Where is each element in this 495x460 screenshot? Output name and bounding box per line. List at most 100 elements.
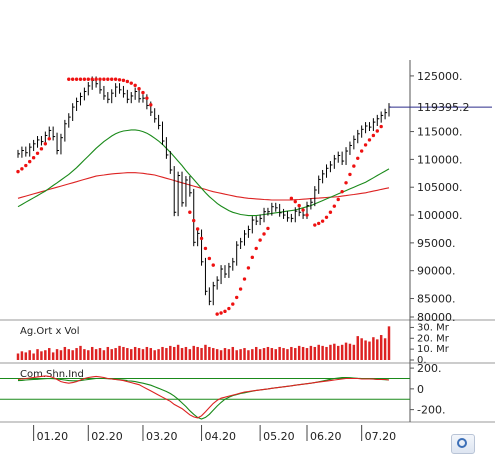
volume-bar [321,345,324,360]
volume-bar [254,346,258,360]
psar-dot [379,124,383,129]
volume-tick-label: 20. Mr [417,333,450,344]
volume-bar [243,348,246,360]
psar-dot [28,159,32,164]
psar-dot [192,218,196,223]
ma-short-line [17,129,390,217]
volume-bar [262,348,266,360]
price-tick-label: 110000. [417,153,463,166]
x-tick-label: 07.20 [365,430,397,443]
volume-bar [372,337,375,360]
volume-bar [344,342,348,360]
volume-bar [20,351,24,360]
psar-dot [227,306,231,311]
volume-bar [83,349,86,360]
psar-dot [141,90,145,95]
volume-tick-label: 0. [417,355,427,366]
settings-button[interactable] [451,434,475,454]
oscillator-title: Com.Shn.Ind [20,369,84,380]
volume-bar [55,349,59,360]
psar-dot [258,238,262,242]
volume-bar [98,348,102,360]
volume-bar [169,345,172,360]
psar-dot [145,96,149,100]
volume-bar [28,350,31,360]
volume-bar [114,348,117,360]
psar-dot [86,77,90,81]
price-tick-label: 125000. [417,70,463,83]
psar-dot [246,266,251,270]
psar-dot [297,203,301,208]
volume-bar [227,349,231,360]
psar-dot [348,172,352,177]
psar-dot [98,77,102,81]
psar-dot [35,151,40,155]
volume-bar [192,345,195,360]
volume-bar [383,338,387,360]
volume-bar [231,346,235,360]
volume-bar [290,346,293,360]
psar-dot [234,295,239,300]
psar-dot [313,223,317,227]
volume-bar [59,350,63,360]
psar-dot [340,189,344,194]
volume-bar [172,346,176,360]
volume-bar [184,346,188,360]
volume-bar [87,350,90,360]
volume-bar [75,348,78,360]
volume-bar [239,349,242,360]
x-tick-label: 02.20 [91,430,123,443]
volume-bar [161,346,164,360]
volume-bar [368,341,371,360]
volume-bar [317,344,320,360]
volume-bar [282,348,285,360]
psar-dot [211,263,215,267]
ma-long-line [17,172,390,201]
volume-bar [360,338,363,360]
volume-bar [286,349,289,360]
psar-dot [262,232,266,236]
volume-bar [200,348,203,360]
psar-dot [199,236,204,241]
volume-bar [336,345,340,360]
volume-bar [24,352,28,360]
volume-bar [94,349,98,360]
volume-bar [235,350,238,360]
volume-bar [348,343,352,360]
x-tick-label: 03.20 [146,430,178,443]
volume-bar [301,346,305,360]
volume-bar [251,349,254,360]
volume-bar [278,346,281,360]
volume-bar [364,340,367,360]
volume-bar [67,349,71,360]
psar-dot [289,196,294,201]
volume-bar [325,346,328,360]
oscillator-tick-label: -200. [417,404,445,417]
x-tick-label: 04.20 [205,430,237,443]
price-tick-label: 115000. [417,126,463,139]
volume-bar [122,346,125,360]
psar-dot [117,78,122,82]
psar-dot [113,77,118,81]
volume-bar [176,344,180,360]
psar-dot [70,77,75,81]
psar-dot [223,309,227,314]
price-panel: 125000. 115000. 110000. 105000. 100000. 95000… [16,70,492,324]
psar-dot [367,138,372,142]
psar-dot [94,77,98,81]
psar-dot [332,204,337,208]
volume-bar [106,346,110,360]
price-tick-label: 100000. [417,209,463,222]
x-tick-label: 01.20 [37,430,68,443]
volume-bar [133,346,137,360]
oscillator-panel: Com.Shn.Ind 200. 0 -200. [0,362,445,420]
psar-dot [242,277,247,281]
psar-dot [215,312,219,316]
volume-bar [180,348,184,360]
volume-bar [379,335,383,360]
volume-bar [16,353,20,360]
psar-dot [375,129,379,133]
psar-dot [250,255,255,260]
